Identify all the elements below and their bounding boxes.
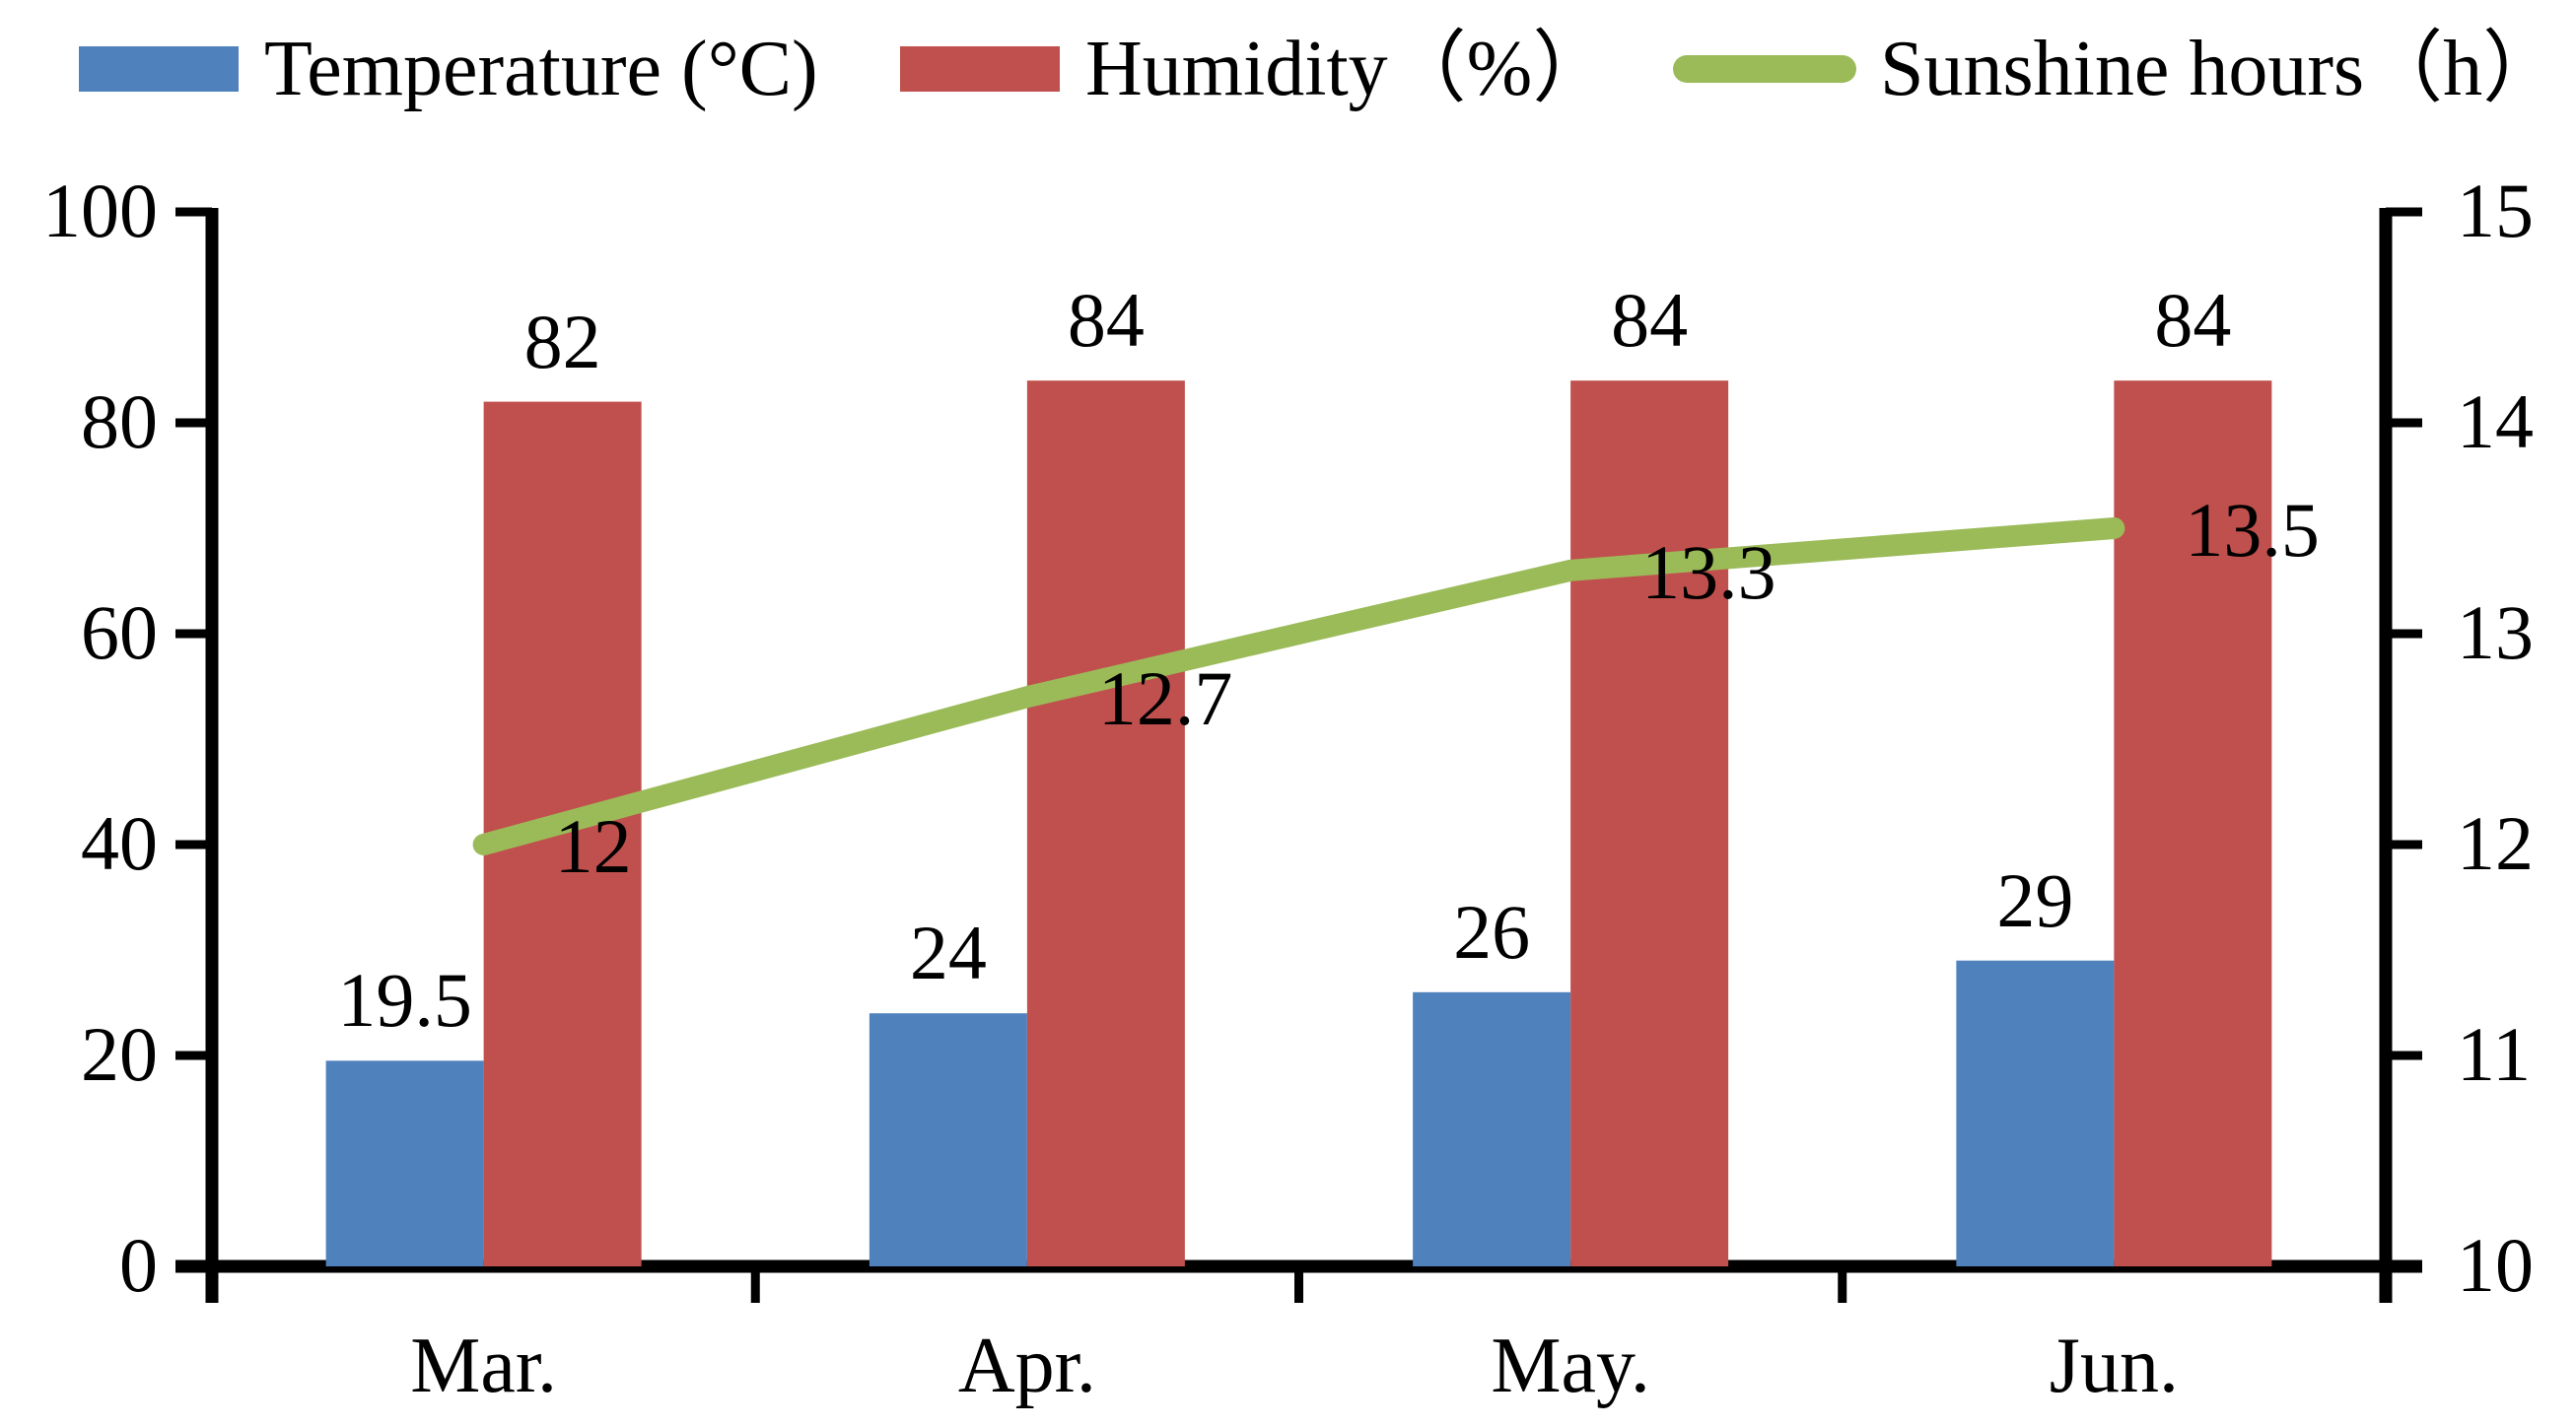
temperature-bar-may (1413, 991, 1571, 1266)
legend-item-humidity: Humidity（%） (900, 22, 1611, 116)
sunshine-value-label: 12.7 (1097, 655, 1233, 742)
right-axis-tick-label: 15 (2457, 168, 2534, 253)
temperature-legend-swatch (79, 46, 239, 92)
temperature-value-label: 19.5 (337, 957, 472, 1044)
left-axis-tick-label: 60 (81, 589, 158, 675)
humidity-value-label: 84 (1611, 277, 1689, 364)
x-axis-label-may: May. (1491, 1323, 1650, 1409)
legend-item-sunshine: Sunshine hours（h） (1673, 22, 2561, 116)
right-axis-tick-label: 10 (2457, 1222, 2534, 1308)
x-axis-label-jun: Jun. (2049, 1323, 2179, 1409)
left-axis-tick-label: 0 (119, 1222, 158, 1308)
right-axis-tick-label: 13 (2457, 589, 2534, 675)
legend: Temperature (°C) Humidity（%） Sunshine hour… (0, 0, 2576, 138)
x-axis-label-mar: Mar. (410, 1323, 558, 1409)
legend-label: Humidity（%） (1085, 26, 1612, 112)
humidity-value-label: 82 (523, 298, 601, 384)
sunshine-value-label: 13.5 (2185, 487, 2320, 573)
sunshine-value-label: 12 (554, 803, 632, 889)
right-axis-tick-label: 11 (2457, 1011, 2532, 1097)
legend-label: Sunshine hours（h） (1880, 26, 2562, 112)
humidity-legend-swatch (900, 46, 1060, 92)
temperature-bar-mar (325, 1060, 484, 1266)
right-axis-tick-label: 14 (2457, 378, 2534, 464)
temperature-value-label: 24 (909, 910, 987, 996)
humidity-value-label: 84 (1067, 277, 1145, 364)
x-axis-label-apr: Apr. (957, 1323, 1096, 1409)
humidity-bar-apr (1026, 380, 1185, 1266)
legend-label: Temperature (°C) (264, 26, 818, 112)
left-axis-tick-label: 100 (42, 168, 158, 253)
sunshine-line (472, 517, 2125, 855)
sunshine-legend-swatch-line (1673, 55, 1856, 83)
humidity-bar-may (1570, 380, 1729, 1266)
temperature-bar-jun (1956, 960, 2115, 1266)
humidity-bar-jun (2114, 380, 2272, 1266)
temperature-value-label: 26 (1453, 888, 1531, 975)
sunshine-value-label: 13.3 (1641, 528, 1776, 615)
left-axis-tick-label: 80 (81, 378, 158, 464)
temperature-bar-apr (869, 1013, 1027, 1266)
temperature-value-label: 29 (1996, 856, 2074, 943)
right-axis-tick-label: 12 (2457, 800, 2534, 886)
legend-item-temperature: Temperature (°C) (79, 22, 818, 116)
left-axis-tick-label: 40 (81, 800, 158, 886)
left-axis-tick-label: 20 (81, 1011, 158, 1097)
humidity-value-label: 84 (2154, 277, 2232, 364)
